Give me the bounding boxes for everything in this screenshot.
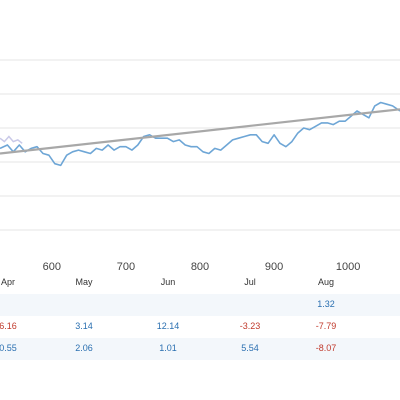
faded-series-line <box>0 135 23 144</box>
month-header: May <box>75 277 93 287</box>
series-line <box>0 101 400 167</box>
month-header: Aug <box>317 277 335 287</box>
grid <box>0 59 400 231</box>
line-chart: 600 700 800 900 1000 <box>0 59 400 273</box>
table-cell: 12.14 <box>156 321 180 331</box>
x-tick-label: 1000 <box>336 261 360 273</box>
table-row: 0.55 2.06 1.01 5.54 -8.07 <box>0 338 400 360</box>
table-cell: 6.16 <box>0 321 17 331</box>
x-tick-label: 900 <box>265 261 283 273</box>
table-row: 6.16 3.14 12.14 -3.23 -7.79 <box>0 316 400 338</box>
trend-line <box>0 108 400 155</box>
x-axis: 600 700 800 900 1000 <box>43 261 361 273</box>
table-cell: 2.06 <box>75 343 93 353</box>
table-cell: 5.54 <box>241 343 259 353</box>
month-header-row: Apr May Jun Jul Aug <box>0 272 400 294</box>
table-cell: -3.23 <box>239 321 261 331</box>
table-cell: 1.32 <box>317 299 335 309</box>
table-cell: 3.14 <box>75 321 93 331</box>
table-cell: 0.55 <box>0 343 17 353</box>
table-cell: -7.79 <box>315 321 337 331</box>
month-header: Apr <box>0 277 16 287</box>
table-cell: 1.01 <box>159 343 177 353</box>
monthly-returns-table: Apr May Jun Jul Aug 1.32 6.16 3.14 12.14 -3.23 -… <box>0 272 400 360</box>
x-tick-label: 600 <box>43 261 61 273</box>
table-cell: -8.07 <box>315 343 337 353</box>
x-tick-label: 800 <box>191 261 209 273</box>
month-header: Jun <box>160 277 176 287</box>
table-row: 1.32 <box>0 294 400 316</box>
plot-area <box>0 101 400 167</box>
x-tick-label: 700 <box>117 261 135 273</box>
month-header: Jul <box>244 277 256 287</box>
